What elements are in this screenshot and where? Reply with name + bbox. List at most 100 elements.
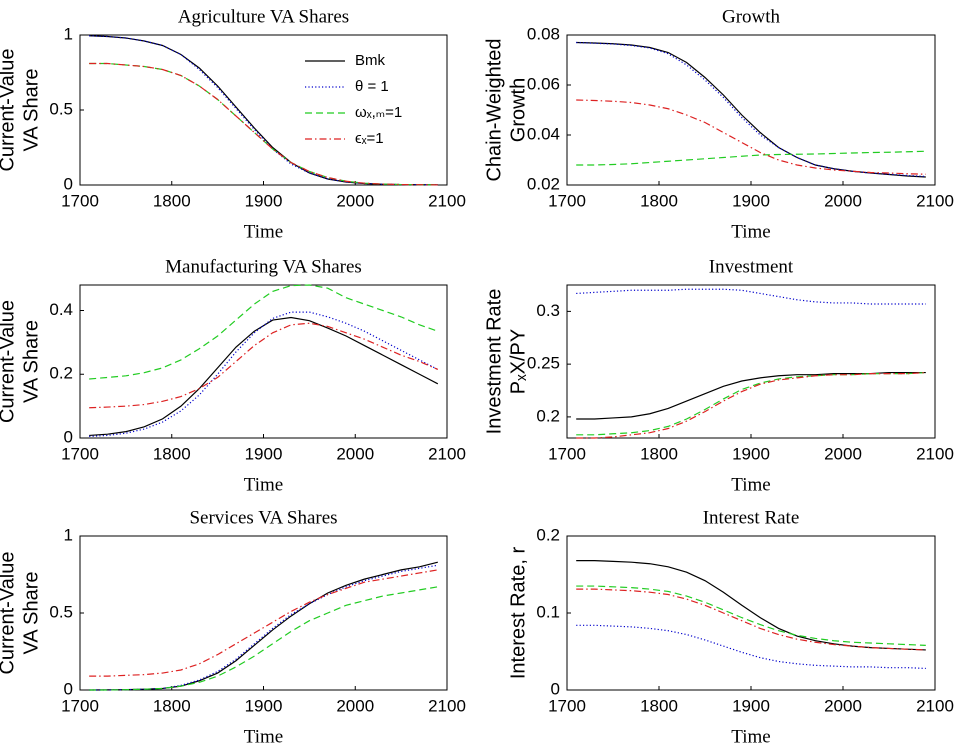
series-line [89, 569, 438, 677]
x-tick-label: 2000 [336, 696, 374, 715]
series-line [576, 588, 926, 651]
y-tick-label: 0.4 [49, 300, 73, 319]
y-tick-label: 0 [64, 427, 73, 446]
series-line [576, 41, 926, 178]
x-tick-label: 1900 [245, 696, 283, 715]
x-tick-label: 1900 [732, 444, 770, 463]
y-tick-label: 0.1 [536, 602, 560, 621]
y-tick-label: 0.5 [49, 99, 73, 118]
axes-box [566, 535, 936, 691]
x-tick-label: 2000 [824, 444, 862, 463]
x-tick-label: 1800 [153, 696, 191, 715]
axes-box [79, 284, 448, 439]
x-tick-label: 1900 [732, 191, 770, 210]
x-tick-label: 2100 [428, 191, 466, 210]
y-axis-label: VA Share [20, 320, 42, 403]
y-axis-label: Current-Value [0, 48, 18, 171]
series-line [576, 560, 926, 651]
legend-label: θ = 1 [355, 78, 389, 95]
series-line [576, 99, 926, 175]
series-line [576, 371, 926, 420]
y-tick-label: 0.04 [527, 124, 560, 143]
x-tick-label: 2100 [916, 444, 954, 463]
series-line [576, 150, 926, 166]
series-line [89, 284, 439, 380]
x-tick-label: 1700 [61, 444, 99, 463]
axes-box [79, 535, 448, 691]
y-tick-label: 1 [64, 525, 73, 544]
axes-box [566, 284, 936, 439]
series-line [576, 371, 926, 436]
legend-label: ϵₓ=1 [355, 130, 384, 147]
x-tick-label: 1700 [548, 191, 586, 210]
y-axis-label: Chain-Weighted [483, 38, 505, 181]
series-line [89, 561, 438, 691]
series-line [89, 311, 439, 438]
x-tick-label: 1800 [640, 444, 678, 463]
axes-box [566, 34, 936, 186]
y-tick-label: 0 [64, 174, 73, 193]
x-tick-label: 2100 [428, 444, 466, 463]
x-tick-label: 2100 [916, 191, 954, 210]
y-axis-label: Investment Rate [483, 289, 505, 435]
chart-title: Growth [722, 6, 781, 27]
x-tick-label: 2000 [336, 191, 374, 210]
y-axis-label: Current-Value [0, 551, 18, 674]
x-axis-label: Time [244, 474, 283, 495]
chart-title: Manufacturing VA Shares [165, 256, 362, 277]
x-tick-label: 1900 [732, 696, 770, 715]
x-axis-label: Time [244, 221, 283, 242]
x-axis-label: Time [244, 726, 283, 747]
y-tick-label: 0.2 [49, 364, 73, 383]
y-axis-label: Interest Rate, r [507, 547, 529, 680]
x-axis-label: Time [731, 726, 770, 747]
x-tick-label: 1800 [153, 444, 191, 463]
y-tick-label: 0 [64, 679, 73, 698]
x-tick-label: 1700 [548, 696, 586, 715]
x-tick-label: 2100 [916, 696, 954, 715]
series-line [89, 316, 439, 437]
x-tick-label: 1800 [153, 191, 191, 210]
x-tick-label: 1900 [245, 444, 283, 463]
y-tick-label: 0.06 [527, 74, 560, 93]
chart-title: Services VA Shares [189, 507, 337, 528]
x-tick-label: 1900 [245, 191, 283, 210]
x-tick-label: 2100 [428, 696, 466, 715]
y-tick-label: 0.08 [527, 24, 560, 43]
chart-title: Interest Rate [703, 507, 800, 528]
y-axis-label: VA Share [20, 571, 42, 654]
y-tick-label: 0.2 [536, 525, 560, 544]
chart-title: Agriculture VA Shares [178, 6, 349, 27]
x-tick-label: 2000 [824, 696, 862, 715]
y-tick-label: 0.5 [49, 602, 73, 621]
series-line [576, 624, 926, 670]
x-axis-label: Time [731, 221, 770, 242]
y-axis-label: VA Share [20, 68, 42, 151]
series-line [576, 585, 926, 646]
y-tick-label: 0.02 [527, 174, 560, 193]
legend-label: Bmk [355, 52, 386, 69]
series-line [89, 35, 438, 186]
series-line [89, 322, 439, 409]
y-tick-label: 0 [551, 679, 560, 698]
x-tick-label: 2000 [336, 444, 374, 463]
y-axis-label: Growth [507, 78, 529, 142]
chart-title: Investment [709, 256, 794, 277]
y-tick-label: 0.2 [536, 406, 560, 425]
x-tick-label: 1700 [61, 696, 99, 715]
x-tick-label: 2000 [824, 191, 862, 210]
series-line [89, 62, 438, 186]
y-tick-label: 1 [64, 24, 73, 43]
x-axis-label: Time [731, 474, 770, 495]
y-tick-label: 0.25 [527, 354, 560, 373]
series-line [89, 586, 438, 691]
y-axis-label: Current-Value [0, 300, 18, 423]
x-tick-label: 1800 [640, 696, 678, 715]
y-tick-label: 0.3 [536, 301, 560, 320]
x-tick-label: 1800 [640, 191, 678, 210]
x-tick-label: 1700 [61, 191, 99, 210]
series-line [576, 288, 926, 305]
y-axis-label: PₓX/PY [507, 329, 529, 394]
legend-label: ωₓ,ₘ=1 [355, 104, 402, 121]
